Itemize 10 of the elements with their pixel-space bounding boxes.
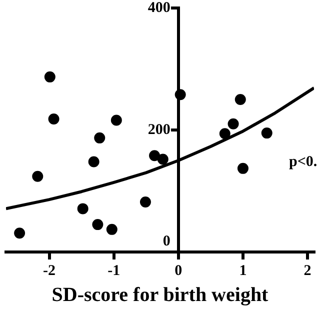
x-tick-label: -1 [108, 262, 120, 279]
x-tick-label: 0 [174, 262, 182, 279]
y-tick-label: 200 [148, 122, 170, 138]
x-tick-label: -2 [43, 262, 56, 279]
y-tick-label: 400 [148, 0, 170, 16]
x-axis-title: SD-score for birth weight [52, 284, 269, 306]
annotation: p<0. [289, 154, 318, 170]
x-tick-label: 2 [304, 262, 312, 279]
x-tick-label: 1 [239, 262, 247, 279]
y-tick-label: 0 [162, 233, 170, 250]
